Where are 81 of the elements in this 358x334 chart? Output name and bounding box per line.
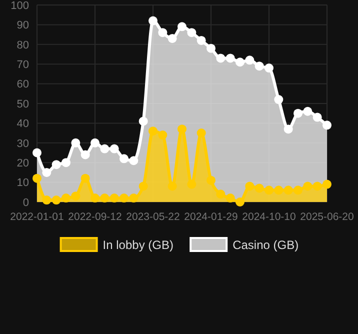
point: [322, 180, 332, 189]
point: [71, 192, 80, 201]
point: [100, 194, 110, 203]
x-tick-label: 2024-10-10: [242, 211, 296, 223]
point: [62, 194, 70, 203]
point: [303, 106, 312, 116]
point: [158, 28, 168, 38]
point: [216, 54, 226, 63]
point: [226, 54, 235, 63]
x-tick-label: 2025-06-20: [300, 211, 354, 223]
x-tick-label: 2024-01-29: [184, 211, 238, 223]
point: [178, 22, 186, 32]
y-tick-label: 90: [16, 20, 29, 32]
point: [52, 196, 61, 205]
point: [62, 158, 70, 168]
point: [312, 112, 322, 122]
point: [236, 198, 244, 206]
y-tick-label: 40: [16, 118, 29, 130]
point: [216, 190, 226, 199]
y-tick-label: 100: [10, 0, 29, 12]
point: [236, 58, 244, 67]
x-tick-label: 2023-05-22: [126, 211, 180, 223]
point: [187, 28, 196, 38]
point: [168, 182, 177, 191]
point: [52, 160, 61, 170]
x-tick-label: 2022-01-01: [10, 211, 64, 223]
point: [284, 186, 293, 195]
point: [42, 168, 52, 177]
point: [294, 108, 302, 118]
point: [245, 182, 254, 191]
y-tick-label: 70: [16, 58, 29, 71]
point: [110, 144, 119, 154]
y-tick-label: 30: [16, 138, 29, 150]
point: [129, 194, 138, 203]
point: [303, 182, 312, 191]
point: [206, 176, 216, 185]
y-tick-label: 0: [22, 196, 29, 209]
point: [264, 186, 274, 195]
legend-label: Casino (GB): [232, 238, 299, 252]
point: [110, 194, 119, 203]
point: [158, 130, 168, 140]
y-tick-label: 10: [16, 177, 29, 190]
y-tick-label: 50: [16, 98, 29, 110]
point: [196, 36, 206, 45]
point: [100, 144, 110, 154]
point: [71, 138, 80, 148]
point: [196, 128, 206, 138]
legend-label: In lobby (GB): [102, 238, 174, 252]
point: [80, 174, 90, 183]
point: [32, 174, 42, 183]
point: [178, 124, 186, 134]
point: [284, 124, 293, 134]
point: [226, 194, 235, 203]
point: [206, 44, 216, 53]
point: [168, 34, 177, 43]
point: [138, 182, 148, 191]
point: [274, 95, 284, 104]
point: [32, 148, 42, 158]
point: [80, 150, 90, 160]
y-tick-label: 20: [16, 157, 29, 170]
point: [120, 194, 128, 203]
point: [274, 186, 284, 195]
point: [322, 120, 332, 130]
y-tick-label: 60: [16, 78, 29, 91]
point: [148, 126, 158, 136]
x-tick-label: 2022-09-12: [68, 211, 122, 223]
point: [264, 64, 274, 73]
point: [187, 180, 196, 189]
point: [294, 186, 302, 195]
point: [120, 154, 128, 164]
point: [245, 56, 254, 65]
point: [42, 196, 52, 205]
y-tick-label: 80: [16, 39, 29, 52]
point: [254, 184, 264, 193]
point: [312, 182, 322, 191]
point: [90, 138, 100, 148]
point: [129, 156, 138, 166]
point: [138, 116, 148, 126]
point: [148, 16, 158, 26]
point: [254, 62, 264, 71]
point: [90, 194, 100, 203]
